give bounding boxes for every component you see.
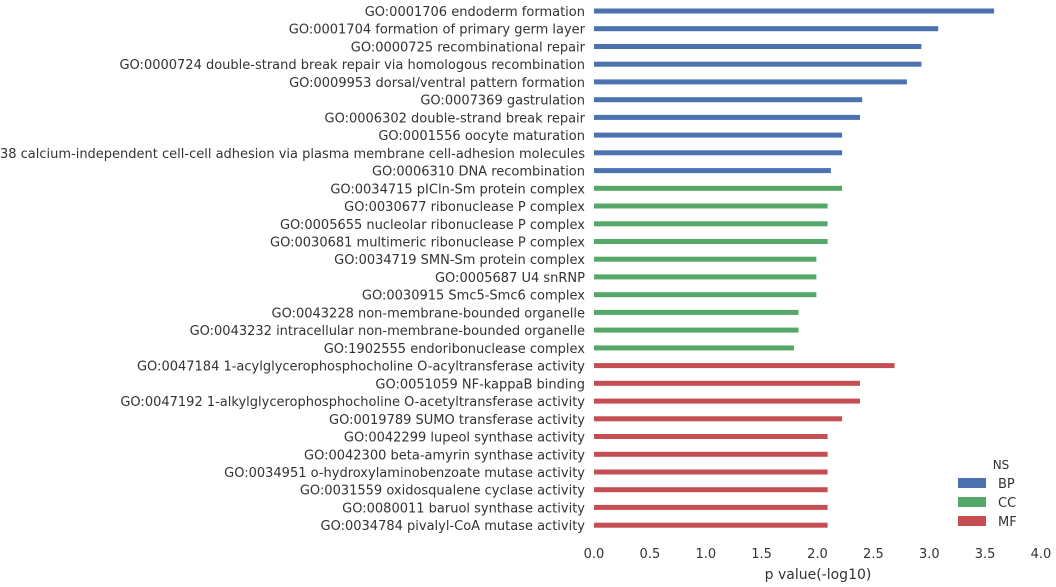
- category-label: GO:0030677 ribonuclease P complex: [344, 200, 585, 215]
- category-label: GO:0001556 oocyte maturation: [378, 129, 585, 144]
- category-label: GO:0030915 Smc5-Smc6 complex: [362, 289, 585, 304]
- bar-mf-5: [594, 451, 828, 457]
- legend-label-mf: MF: [998, 515, 1017, 530]
- bar-bp-8: [594, 150, 843, 156]
- category-label: GO:0031559 oxidosqualene cyclase activit…: [300, 484, 585, 499]
- bar-cc-9: [594, 345, 794, 351]
- category-label: GO:1902555 endoribonuclease complex: [324, 342, 586, 357]
- legend: NS BP CC MF: [958, 458, 1017, 530]
- bar-cc-3: [594, 239, 828, 244]
- x-tick-label: 0.5: [640, 547, 661, 562]
- x-tick-labels-group: 0.0 0.5 1.0 1.5 2.0 2.5 3.0 3.5 4.0: [584, 547, 1052, 562]
- bar-mf-0: [594, 363, 895, 369]
- category-label: GO:0034784 pivalyl-CoA mutase activity: [321, 519, 586, 534]
- category-label: GO:0001704 formation of primary germ lay…: [289, 23, 586, 38]
- legend-swatch-bp: [958, 478, 986, 488]
- category-label: GO:0006302 double-strand break repair: [325, 111, 586, 126]
- bar-bp-1: [594, 26, 939, 32]
- category-label: GO:0001706 endoderm formation: [365, 5, 585, 20]
- category-label: GO:0042300 beta-amyrin synthase activity: [304, 448, 585, 463]
- bar-mf-7: [594, 487, 828, 493]
- legend-swatch-cc: [958, 497, 986, 507]
- category-label: GO:0030681 multimeric ribonuclease P com…: [270, 236, 585, 251]
- bar-cc-6: [594, 292, 817, 298]
- x-axis-label: p value(-log10): [765, 567, 872, 583]
- x-tick-label: 2.0: [807, 547, 828, 562]
- category-label: GO:0034719 SMN-Sm protein complex: [334, 253, 585, 268]
- bar-bp-5: [594, 97, 863, 103]
- bar-cc-0: [594, 185, 843, 191]
- category-labels-group: GO:0001706 endoderm formation GO:0001704 …: [0, 5, 586, 534]
- legend-swatch-mf: [958, 516, 986, 526]
- x-tick-label: 4.0: [1031, 547, 1052, 562]
- bar-mf-8: [594, 504, 828, 510]
- x-tick-label: 1.5: [751, 547, 772, 562]
- category-label: GO:0042299 lupeol synthase activity: [344, 431, 585, 446]
- category-label: GO:0019789 SUMO transferase activity: [329, 413, 585, 428]
- category-label: GO:0043228 non-membrane-bounded organell…: [272, 306, 586, 321]
- x-tick-label: 3.0: [919, 547, 940, 562]
- bar-cc-8: [594, 327, 799, 333]
- category-label: GO:0000724 double-strand break repair vi…: [119, 58, 585, 73]
- bar-mf-1: [594, 380, 860, 386]
- bar-mf-9: [594, 522, 828, 528]
- bar-bp-0: [594, 8, 995, 14]
- legend-label-bp: BP: [998, 477, 1015, 492]
- category-label: GO:0007369 gastrulation: [420, 94, 585, 109]
- category-label: GO:0009953 dorsal/ventral pattern format…: [289, 76, 585, 91]
- bar-bp-6: [594, 114, 860, 120]
- bar-bp-4: [594, 79, 907, 85]
- category-label: GO:0043232 intracellular non-membrane-bo…: [190, 324, 585, 339]
- category-label: GO:0047192 1-alkylglycerophosphocholine …: [120, 395, 585, 410]
- bar-bp-2: [594, 44, 922, 49]
- bar-cc-7: [594, 309, 799, 315]
- bar-bp-3: [594, 61, 922, 67]
- bar-cc-4: [594, 256, 817, 262]
- x-tick-label: 0.0: [584, 547, 605, 562]
- bars-group: [594, 8, 995, 528]
- x-tick-label: 3.5: [975, 547, 996, 562]
- category-label: GO:0080011 baruol synthase activity: [342, 501, 585, 516]
- bar-mf-4: [594, 434, 828, 439]
- x-tick-label: 2.5: [863, 547, 884, 562]
- bar-cc-2: [594, 221, 828, 227]
- category-label: GO:0034951 o-hydroxylaminobenzoate mutas…: [224, 466, 585, 481]
- bar-bp-7: [594, 132, 843, 138]
- category-label: GO:0016338 calcium-independent cell-cell…: [0, 147, 585, 162]
- legend-title: NS: [993, 458, 1010, 472]
- category-label: GO:0005687 U4 snRNP: [435, 271, 585, 286]
- bar-mf-2: [594, 398, 860, 404]
- x-tick-label: 1.0: [695, 547, 716, 562]
- category-label: GO:0000725 recombinational repair: [351, 41, 586, 56]
- bar-mf-6: [594, 469, 828, 475]
- category-label: GO:0034715 pICln-Sm protein complex: [330, 182, 585, 197]
- category-label: GO:0051059 NF-kappaB binding: [375, 377, 585, 392]
- category-label: GO:0006310 DNA recombination: [372, 165, 585, 180]
- bar-cc-5: [594, 274, 817, 280]
- bar-cc-1: [594, 203, 828, 209]
- bar-mf-3: [594, 416, 843, 422]
- bar-bp-9: [594, 168, 831, 174]
- legend-label-cc: CC: [998, 496, 1016, 511]
- category-label: GO:0005655 nucleolar ribonuclease P comp…: [280, 218, 585, 233]
- category-label: GO:0047184 1-acylglycerophosphocholine O…: [137, 360, 585, 375]
